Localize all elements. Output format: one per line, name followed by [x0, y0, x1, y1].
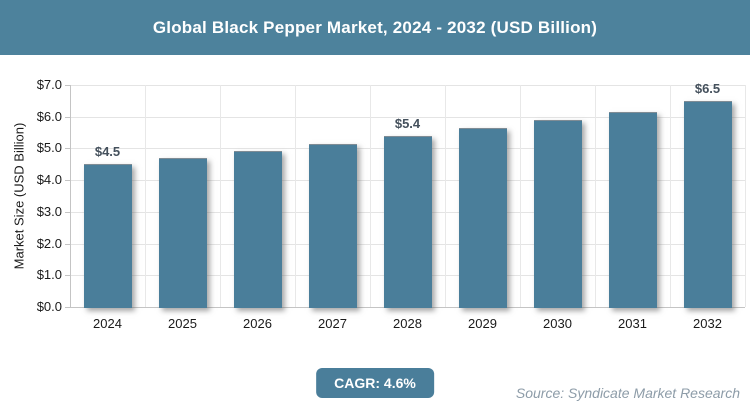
y-axis-tick-mark [65, 211, 70, 213]
y-axis-tick-mark [65, 85, 70, 86]
y-axis-tick-label: $7.0 [36, 77, 62, 92]
gridline-vertical [370, 85, 371, 307]
chart-title: Global Black Pepper Market, 2024 - 2032 … [152, 17, 598, 37]
gridline-vertical [595, 85, 596, 307]
y-axis-tick-mark [65, 148, 70, 150]
y-axis-tick-mark [65, 307, 70, 308]
y-axis-tick-mark [65, 275, 70, 277]
y-axis-tick-label: $4.0 [36, 172, 62, 188]
bar-2031 [608, 111, 657, 308]
gridline-vertical [670, 85, 671, 307]
y-axis-tick-mark [65, 243, 70, 245]
bar-2027 [308, 143, 357, 308]
bar-2029 [458, 128, 507, 308]
x-axis-tick-label: 2032 [693, 316, 722, 331]
bar-chart: Market Size (USD Billion) $0.0 $1.0 $2.0 $3… [0, 55, 750, 355]
gridline-vertical [745, 85, 746, 307]
x-axis-tick-label: 2024 [93, 316, 122, 331]
x-axis-tick-label: 2026 [243, 316, 272, 331]
source-credit: Source: Syndicate Market Research [515, 385, 740, 401]
bar-2024 [83, 164, 132, 308]
chart-title-bar: Global Black Pepper Market, 2024 - 2032 … [0, 0, 750, 55]
bar-2028 [383, 136, 432, 308]
x-axis-tick-label: 2031 [618, 316, 647, 331]
gridline-horizontal [70, 85, 745, 86]
y-axis-tick-label: $2.0 [36, 235, 62, 251]
bar-2032 [683, 100, 732, 308]
y-axis-tick-mark [65, 116, 70, 118]
x-axis-tick-label: 2030 [543, 316, 572, 331]
y-axis-tick-label: $0.0 [36, 299, 62, 314]
bar-value-label: $5.4 [394, 116, 421, 132]
y-axis-tick-label: $3.0 [36, 203, 62, 219]
bar-value-label: $4.5 [94, 144, 121, 160]
x-axis-tick-label: 2027 [318, 316, 347, 331]
cagr-badge: CAGR: 4.6% [316, 368, 434, 398]
bar-value-label: $6.5 [694, 80, 721, 96]
bar-2025 [158, 157, 207, 308]
gridline-vertical [520, 85, 521, 307]
gridline-vertical [220, 85, 221, 307]
x-axis-tick-label: 2028 [393, 316, 422, 331]
bar-2026 [233, 150, 282, 308]
gridline-vertical [145, 85, 146, 307]
gridline-vertical [295, 85, 296, 307]
x-axis-tick-label: 2029 [468, 316, 497, 331]
gridline-vertical [445, 85, 446, 307]
y-axis-tick-mark [65, 180, 70, 182]
y-axis-tick-label: $1.0 [36, 267, 62, 283]
gridline-horizontal [70, 116, 745, 118]
x-axis-tick-label: 2025 [168, 316, 197, 331]
y-axis-tick-label: $5.0 [36, 140, 62, 156]
y-axis-line [70, 85, 71, 307]
y-axis-tick-label: $6.0 [36, 108, 62, 124]
bar-2030 [533, 120, 582, 308]
